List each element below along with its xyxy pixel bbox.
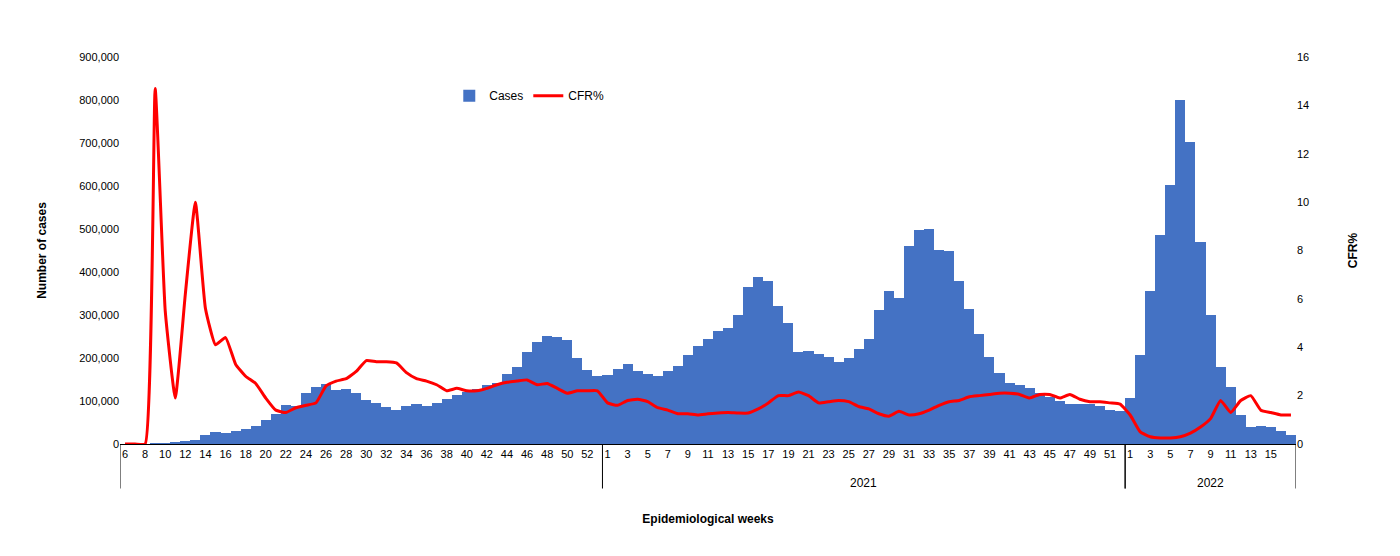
svg-text:14: 14 bbox=[199, 448, 211, 460]
svg-text:52: 52 bbox=[581, 448, 593, 460]
svg-text:34: 34 bbox=[400, 448, 412, 460]
svg-text:33: 33 bbox=[923, 448, 935, 460]
svg-text:23: 23 bbox=[822, 448, 834, 460]
svg-text:300,000: 300,000 bbox=[79, 309, 119, 321]
svg-text:12: 12 bbox=[179, 448, 191, 460]
svg-text:36: 36 bbox=[420, 448, 432, 460]
svg-text:200,000: 200,000 bbox=[79, 352, 119, 364]
svg-text:19: 19 bbox=[782, 448, 794, 460]
svg-text:10: 10 bbox=[159, 448, 171, 460]
svg-text:4: 4 bbox=[1297, 341, 1303, 353]
svg-text:43: 43 bbox=[1024, 448, 1036, 460]
svg-text:100,000: 100,000 bbox=[79, 395, 119, 407]
svg-text:14: 14 bbox=[1297, 99, 1309, 111]
svg-text:600,000: 600,000 bbox=[79, 180, 119, 192]
svg-text:37: 37 bbox=[963, 448, 975, 460]
svg-text:3: 3 bbox=[1147, 448, 1153, 460]
svg-text:7: 7 bbox=[1187, 448, 1193, 460]
svg-text:21: 21 bbox=[802, 448, 814, 460]
svg-text:8: 8 bbox=[142, 448, 148, 460]
svg-text:29: 29 bbox=[883, 448, 895, 460]
svg-text:15: 15 bbox=[1265, 448, 1277, 460]
svg-text:11: 11 bbox=[1225, 448, 1236, 460]
svg-text:Epidemiological weeks: Epidemiological weeks bbox=[642, 512, 774, 526]
svg-text:700,000: 700,000 bbox=[79, 137, 119, 149]
svg-text:2021: 2021 bbox=[850, 476, 877, 490]
svg-text:20: 20 bbox=[260, 448, 272, 460]
svg-text:12: 12 bbox=[1297, 148, 1309, 160]
svg-text:17: 17 bbox=[762, 448, 774, 460]
svg-text:Cases: Cases bbox=[489, 89, 523, 103]
svg-text:39: 39 bbox=[983, 448, 995, 460]
svg-text:48: 48 bbox=[541, 448, 553, 460]
svg-text:6: 6 bbox=[122, 448, 128, 460]
svg-text:10: 10 bbox=[1297, 196, 1309, 208]
svg-text:38: 38 bbox=[441, 448, 453, 460]
svg-text:11: 11 bbox=[702, 448, 713, 460]
svg-text:28: 28 bbox=[340, 448, 352, 460]
svg-text:40: 40 bbox=[461, 448, 473, 460]
svg-text:400,000: 400,000 bbox=[79, 266, 119, 278]
svg-text:15: 15 bbox=[742, 448, 754, 460]
svg-text:CFR%: CFR% bbox=[568, 89, 604, 103]
svg-text:50: 50 bbox=[561, 448, 573, 460]
svg-text:24: 24 bbox=[300, 448, 312, 460]
svg-text:25: 25 bbox=[843, 448, 855, 460]
svg-text:5: 5 bbox=[645, 448, 651, 460]
svg-text:0: 0 bbox=[1297, 438, 1303, 450]
svg-text:2022: 2022 bbox=[1197, 476, 1224, 490]
svg-text:32: 32 bbox=[380, 448, 392, 460]
svg-text:7: 7 bbox=[665, 448, 671, 460]
svg-text:900,000: 900,000 bbox=[79, 51, 119, 63]
svg-text:8: 8 bbox=[1297, 244, 1303, 256]
svg-text:500,000: 500,000 bbox=[79, 223, 119, 235]
svg-text:2: 2 bbox=[1297, 389, 1303, 401]
svg-text:31: 31 bbox=[903, 448, 915, 460]
svg-text:1: 1 bbox=[604, 448, 610, 460]
svg-text:47: 47 bbox=[1064, 448, 1076, 460]
svg-text:13: 13 bbox=[1245, 448, 1257, 460]
svg-text:5: 5 bbox=[1167, 448, 1173, 460]
svg-text:41: 41 bbox=[1003, 448, 1015, 460]
svg-text:42: 42 bbox=[481, 448, 493, 460]
svg-text:9: 9 bbox=[1207, 448, 1213, 460]
svg-text:CFR%: CFR% bbox=[1346, 233, 1360, 269]
svg-text:6: 6 bbox=[1297, 293, 1303, 305]
svg-text:800,000: 800,000 bbox=[79, 94, 119, 106]
svg-text:26: 26 bbox=[320, 448, 332, 460]
svg-text:44: 44 bbox=[501, 448, 513, 460]
svg-text:27: 27 bbox=[863, 448, 875, 460]
svg-text:45: 45 bbox=[1044, 448, 1056, 460]
svg-text:16: 16 bbox=[1297, 51, 1309, 63]
svg-text:46: 46 bbox=[521, 448, 533, 460]
svg-text:Number of cases: Number of cases bbox=[35, 202, 49, 299]
svg-text:18: 18 bbox=[240, 448, 252, 460]
svg-text:3: 3 bbox=[625, 448, 631, 460]
svg-text:1: 1 bbox=[1127, 448, 1133, 460]
svg-text:30: 30 bbox=[360, 448, 372, 460]
svg-text:22: 22 bbox=[280, 448, 292, 460]
svg-text:9: 9 bbox=[685, 448, 691, 460]
svg-text:0: 0 bbox=[113, 438, 119, 450]
svg-text:35: 35 bbox=[943, 448, 955, 460]
svg-text:13: 13 bbox=[722, 448, 734, 460]
svg-text:16: 16 bbox=[219, 448, 231, 460]
svg-text:51: 51 bbox=[1104, 448, 1116, 460]
svg-text:49: 49 bbox=[1084, 448, 1096, 460]
